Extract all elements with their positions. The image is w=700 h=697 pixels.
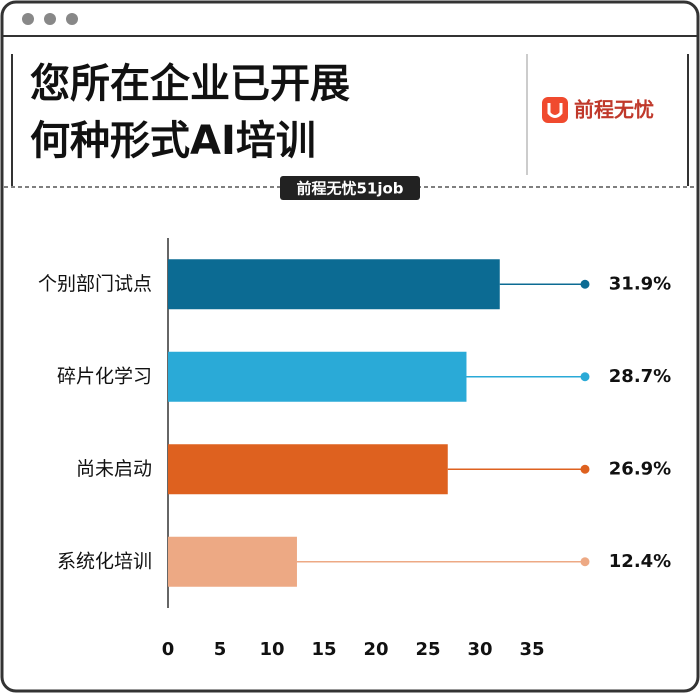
window-dot <box>22 13 34 25</box>
bar <box>168 536 297 587</box>
x-tick-label: 15 <box>311 639 336 660</box>
value-label: 31.9% <box>609 273 671 294</box>
leader-dot <box>580 279 590 289</box>
leader-dot <box>580 464 590 474</box>
leader-dot <box>580 557 590 567</box>
x-tick-label: 0 <box>162 639 175 660</box>
value-label: 12.4% <box>609 551 671 572</box>
window-dot <box>44 13 56 25</box>
bar <box>168 444 448 495</box>
category-label: 尚未启动 <box>76 458 152 480</box>
title-line: 何种形式AI培训 <box>30 118 316 164</box>
plot: 0 5 10 15 20 25 30 35 个别部门试点 31.9% 碎片化学习 28.7% 尚未启动 2… <box>38 238 671 660</box>
x-tick-label: 35 <box>519 639 544 660</box>
x-tick-label: 10 <box>259 639 284 660</box>
leader-dot <box>580 372 590 382</box>
title-line: 您所在企业已开展 <box>30 61 350 107</box>
bar <box>168 259 500 310</box>
brand-icon-mark <box>547 103 563 118</box>
source-tag: 前程无忧51job <box>296 180 403 198</box>
category-label: 碎片化学习 <box>57 365 152 387</box>
x-tick-label: 25 <box>415 639 440 660</box>
category-label: 个别部门试点 <box>38 273 152 295</box>
category-label: 系统化培训 <box>57 550 152 572</box>
value-label: 28.7% <box>609 366 671 387</box>
brand-icon <box>542 97 568 123</box>
x-tick-label: 5 <box>214 639 227 660</box>
source-tag-bg <box>280 176 420 200</box>
header-side-lines <box>11 54 689 186</box>
value-label: 26.9% <box>609 458 671 479</box>
x-tick-label: 30 <box>467 639 492 660</box>
x-tick-label: 20 <box>363 639 388 660</box>
bar <box>168 351 467 402</box>
brand-name: 前程无忧 <box>574 98 654 122</box>
window-dot <box>66 13 78 25</box>
